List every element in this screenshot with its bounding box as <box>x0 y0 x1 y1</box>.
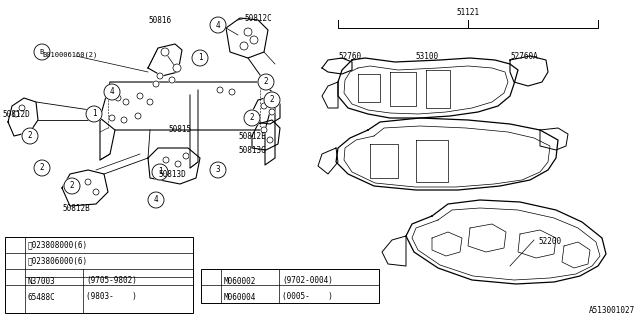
Text: A513001027: A513001027 <box>589 306 635 315</box>
Text: 50813D: 50813D <box>158 170 186 179</box>
Text: 1: 1 <box>92 109 96 118</box>
Text: 2: 2 <box>264 77 268 86</box>
Text: 2: 2 <box>28 132 32 140</box>
Circle shape <box>229 89 235 95</box>
Circle shape <box>192 50 208 66</box>
Bar <box>5 237 193 313</box>
Circle shape <box>153 81 159 87</box>
Circle shape <box>152 164 168 180</box>
Circle shape <box>104 84 120 100</box>
Text: 2: 2 <box>269 95 275 105</box>
Circle shape <box>250 36 258 44</box>
Text: (9702-0004): (9702-0004) <box>282 276 333 285</box>
Text: M060002: M060002 <box>224 276 257 285</box>
Text: 52760A: 52760A <box>510 52 538 61</box>
Text: 4: 4 <box>109 87 115 97</box>
Text: 2: 2 <box>13 258 17 264</box>
Circle shape <box>240 42 248 50</box>
Bar <box>201 269 379 303</box>
Circle shape <box>123 99 129 105</box>
Circle shape <box>115 95 121 101</box>
Circle shape <box>173 64 181 72</box>
Circle shape <box>244 110 260 126</box>
Text: 2: 2 <box>70 181 74 190</box>
Text: (9705-9802): (9705-9802) <box>86 276 137 285</box>
Circle shape <box>169 77 175 83</box>
Text: N37003: N37003 <box>28 276 56 285</box>
Text: 50813G: 50813G <box>238 146 266 155</box>
Circle shape <box>22 128 38 144</box>
Text: 50812E: 50812E <box>238 132 266 141</box>
Text: 1: 1 <box>13 242 17 248</box>
Circle shape <box>163 157 169 163</box>
Circle shape <box>157 73 163 79</box>
Text: 1: 1 <box>157 167 163 177</box>
Text: 52200: 52200 <box>538 237 561 246</box>
Text: 4: 4 <box>154 196 158 204</box>
Circle shape <box>9 279 21 291</box>
Text: 1: 1 <box>198 53 202 62</box>
Circle shape <box>183 153 189 159</box>
Circle shape <box>261 103 267 109</box>
Text: 3: 3 <box>216 165 220 174</box>
Circle shape <box>267 137 273 143</box>
Circle shape <box>73 183 79 189</box>
Circle shape <box>210 162 226 178</box>
Circle shape <box>9 255 21 267</box>
Circle shape <box>19 105 25 111</box>
Text: 2: 2 <box>250 114 254 123</box>
Text: ⓝ023808000(6): ⓝ023808000(6) <box>28 241 88 250</box>
Circle shape <box>86 106 102 122</box>
Circle shape <box>264 92 280 108</box>
Text: 50815: 50815 <box>168 125 191 134</box>
Text: 51121: 51121 <box>456 8 479 17</box>
Circle shape <box>121 117 127 123</box>
Text: (0005-    ): (0005- ) <box>282 292 333 301</box>
Circle shape <box>261 127 267 133</box>
Text: 50812B: 50812B <box>62 204 90 213</box>
Text: 50812D: 50812D <box>2 110 29 119</box>
Circle shape <box>269 109 275 115</box>
Circle shape <box>93 189 99 195</box>
Text: B010006160(2): B010006160(2) <box>42 52 97 59</box>
Circle shape <box>244 28 252 36</box>
Text: 2: 2 <box>40 164 44 172</box>
Circle shape <box>34 160 50 176</box>
Circle shape <box>64 178 80 194</box>
Text: (9803-    ): (9803- ) <box>86 292 137 301</box>
Text: 50816: 50816 <box>148 16 171 25</box>
Circle shape <box>205 279 217 291</box>
Circle shape <box>9 239 21 251</box>
Circle shape <box>13 111 19 117</box>
Circle shape <box>85 179 91 185</box>
Circle shape <box>175 161 181 167</box>
Circle shape <box>148 192 164 208</box>
Circle shape <box>109 115 115 121</box>
Text: B: B <box>40 49 44 55</box>
Circle shape <box>210 17 226 33</box>
Circle shape <box>217 87 223 93</box>
Text: 65488C: 65488C <box>28 292 56 301</box>
Text: 53100: 53100 <box>415 52 438 61</box>
Circle shape <box>161 48 169 56</box>
Text: ⓝ023806000(6): ⓝ023806000(6) <box>28 257 88 266</box>
Circle shape <box>135 113 141 119</box>
Circle shape <box>137 93 143 99</box>
Circle shape <box>34 44 50 60</box>
Text: 52760: 52760 <box>338 52 361 61</box>
Text: M060004: M060004 <box>224 292 257 301</box>
Text: 4: 4 <box>209 282 213 288</box>
Text: 50812C: 50812C <box>244 14 272 23</box>
Circle shape <box>258 74 274 90</box>
Text: 3: 3 <box>13 282 17 288</box>
Text: 4: 4 <box>216 20 220 29</box>
Circle shape <box>147 99 153 105</box>
